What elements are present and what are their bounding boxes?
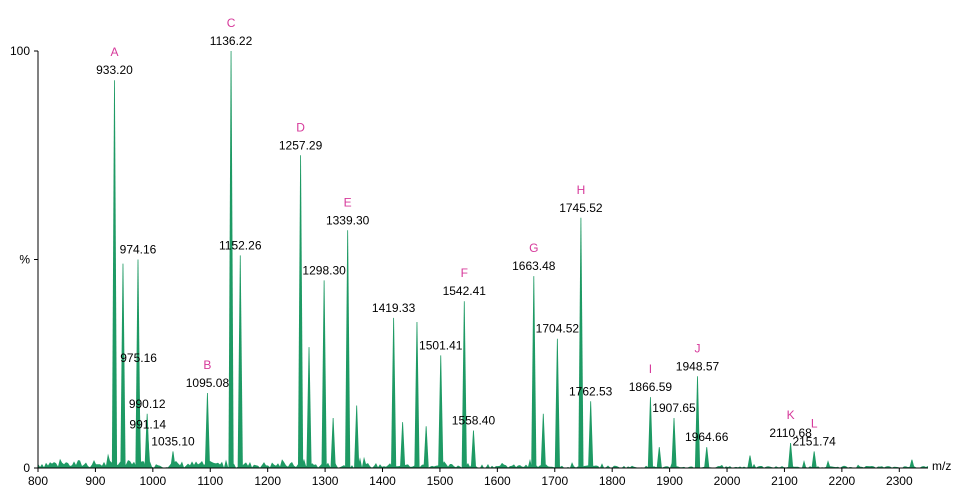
peak-1964.66: [704, 447, 710, 468]
peak-1542.41: [461, 301, 467, 468]
peak-label: 1558.40: [452, 413, 496, 427]
peak-1095.08: [204, 392, 211, 468]
peak-label: 1035.10: [151, 434, 195, 448]
peak-label: 1339.30: [326, 213, 370, 227]
x-tick-label: 2300: [886, 474, 913, 488]
peak-label: 1745.52: [559, 201, 603, 215]
peak-1907.65: [671, 417, 677, 468]
peak-label: 1663.48: [512, 259, 556, 273]
peak-label: 1257.29: [279, 138, 323, 152]
baseline-noise-area: [38, 453, 928, 468]
x-tick-label: 1200: [254, 474, 281, 488]
y-tick-label: %: [19, 253, 30, 267]
peak-label: 1762.53: [569, 384, 613, 398]
peak-label: 933.20: [96, 63, 133, 77]
peak-991.14: [145, 434, 151, 468]
peak-label: 990.12: [129, 397, 166, 411]
x-tick-label: 1300: [312, 474, 339, 488]
peak-2110.68: [787, 442, 794, 468]
x-axis-title: m/z: [932, 459, 951, 473]
peak-letter-G: G: [529, 241, 538, 255]
peak-lines: [111, 51, 915, 468]
peak-unlabeled-15: [354, 405, 360, 468]
peak-letter-B: B: [203, 358, 211, 372]
peak-label: 1964.66: [685, 430, 729, 444]
peak-letter-J: J: [695, 341, 701, 355]
y-tick-label: 0: [23, 461, 30, 475]
peak-2151.74: [811, 451, 817, 468]
peak-letter-K: K: [787, 408, 795, 422]
x-tick-label: 800: [28, 474, 48, 488]
x-tick-label: 2200: [829, 474, 856, 488]
peak-label: 2151.74: [792, 434, 836, 448]
peak-1257.29: [297, 155, 304, 468]
peak-1745.52: [578, 217, 584, 468]
peak-1558.40: [470, 430, 477, 468]
peak-1298.30: [321, 280, 327, 468]
peak-1136.22: [228, 51, 234, 468]
peak-letter-I: I: [649, 362, 652, 376]
peak-label: 991.14: [129, 418, 166, 432]
peak-1035.10: [170, 451, 176, 468]
peak-label: 1298.30: [302, 263, 346, 277]
peak-1866.59: [647, 397, 654, 468]
peak-unlabeled-36: [909, 459, 915, 468]
peak-unlabeled-33: [747, 455, 753, 468]
peak-label: 1704.52: [536, 322, 580, 336]
x-tick-label: 1400: [369, 474, 396, 488]
x-tick-label: 1800: [599, 474, 626, 488]
x-tick-label: 1700: [541, 474, 568, 488]
peak-unlabeled-18: [414, 322, 420, 468]
x-tick-label: 1000: [139, 474, 166, 488]
peak-label: 1152.26: [219, 238, 262, 252]
peak-label: 1501.41: [419, 338, 463, 352]
peak-letter-D: D: [296, 120, 305, 134]
x-tick-label: 1600: [484, 474, 511, 488]
x-tick-label: 2100: [771, 474, 798, 488]
peak-933.20: [111, 80, 118, 468]
peak-1339.30: [345, 230, 351, 468]
peak-letter-F: F: [461, 266, 468, 280]
peak-unlabeled-17: [400, 422, 406, 468]
peak-label: 1907.65: [652, 401, 696, 415]
x-tick-label: 2000: [714, 474, 741, 488]
x-tick-label: 1900: [656, 474, 683, 488]
peak-unlabeled-11: [306, 347, 312, 468]
x-tick-label: 900: [85, 474, 105, 488]
peak-label: 1095.08: [186, 376, 230, 390]
peak-label: 1419.33: [372, 301, 416, 315]
peak-unlabeled-29: [656, 447, 662, 468]
peak-letter-A: A: [110, 45, 118, 59]
peak-label: 1136.22: [210, 34, 253, 48]
y-tick-label: 100: [10, 44, 30, 58]
peak-label: 1542.41: [443, 284, 487, 298]
peak-unlabeled-13: [330, 417, 336, 468]
peak-letter-H: H: [577, 183, 586, 197]
peak-labels: 933.20 A 974.16 975.16 990.12 991.14 1035.10 10…: [96, 16, 836, 448]
peak-975.16: [135, 367, 142, 468]
peak-label: 1866.59: [629, 380, 673, 394]
peak-letter-E: E: [344, 195, 352, 209]
peak-label: 974.16: [120, 243, 157, 257]
peak-letter-L: L: [811, 416, 818, 430]
baseline-noise: [38, 453, 928, 468]
peak-1948.57: [694, 376, 701, 468]
x-tick-label: 1500: [427, 474, 454, 488]
peak-unlabeled-24: [540, 413, 546, 468]
peak-label: 975.16: [120, 351, 157, 365]
peak-1663.48: [531, 276, 537, 468]
peak-1704.52: [554, 338, 560, 468]
peak-label: 1948.57: [676, 359, 720, 373]
peak-label: 2110.68: [769, 426, 812, 440]
peak-1501.41: [438, 355, 444, 468]
axes: 800 900 1000 1100 1200 1300 1400 1500 1600 1700 18…: [10, 44, 928, 488]
peak-letter-C: C: [227, 16, 236, 30]
peak-unlabeled-19: [423, 426, 429, 468]
peak-1762.53: [588, 401, 594, 468]
peak-1152.26: [237, 255, 243, 468]
x-tick-label: 1100: [197, 474, 223, 488]
peak-unlabeled-1: [120, 263, 126, 468]
peak-1419.33: [391, 317, 397, 468]
